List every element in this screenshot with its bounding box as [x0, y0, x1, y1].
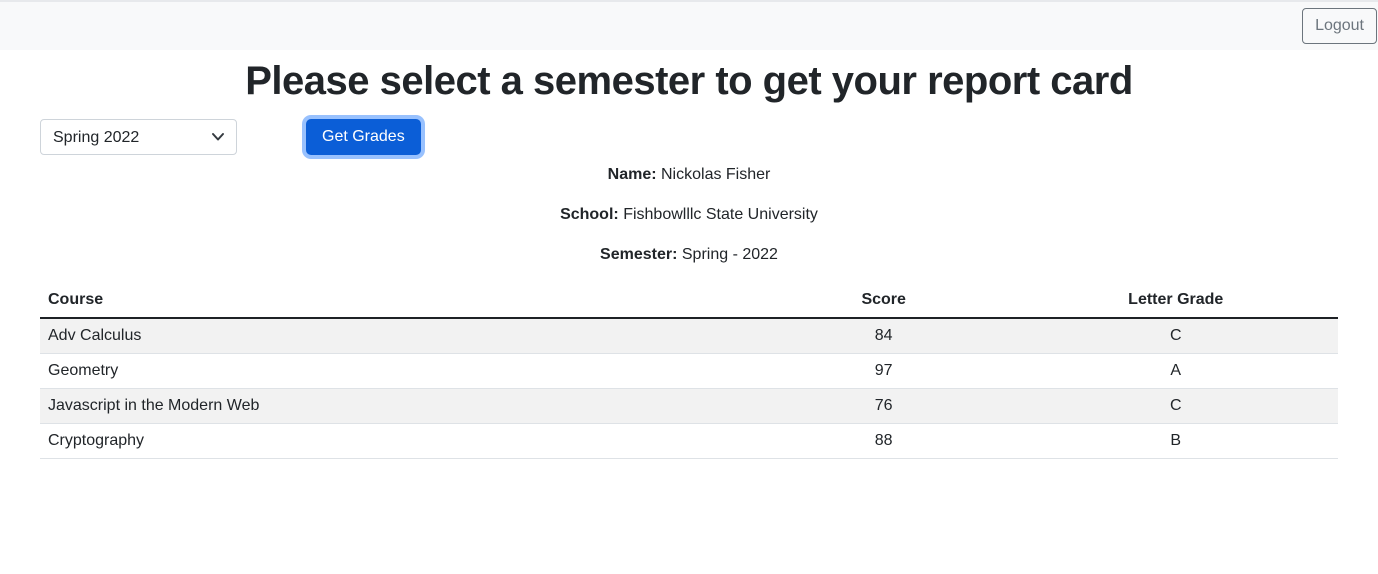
- score-cell: 88: [874, 432, 893, 449]
- course-cell: Cryptography: [48, 432, 145, 449]
- get-grades-button[interactable]: Get Grades: [306, 119, 421, 155]
- table-row: Javascript in the Modern Web 76 C: [40, 388, 1338, 424]
- name-value: Nickolas Fisher: [661, 166, 771, 183]
- letter-grade-cell: B: [1170, 432, 1182, 449]
- letter-grade-column-header: Letter Grade: [1013, 283, 1338, 319]
- header-band: Logout: [0, 2, 1378, 50]
- controls-row: Spring 2022 Get Grades: [40, 114, 1338, 160]
- table-row: Adv Calculus 84 C: [40, 318, 1338, 354]
- grades-table: Course Score Letter Grade Adv Calculus 84…: [40, 283, 1338, 459]
- score-cell: 76: [874, 397, 893, 414]
- name-label: Name:: [607, 166, 657, 183]
- score-column-header: Score: [753, 283, 1014, 319]
- grades-table-body: Adv Calculus 84 C Geometry 97 A Javascript in …: [40, 318, 1338, 459]
- school-value: Fishbowlllc State University: [623, 206, 818, 223]
- student-name-line: Name: Nickolas Fisher: [40, 163, 1338, 187]
- course-cell: Javascript in the Modern Web: [48, 397, 260, 414]
- school-label: School:: [560, 206, 619, 223]
- score-cell: 97: [874, 362, 893, 379]
- letter-grade-cell: A: [1170, 362, 1182, 379]
- grades-table-head: Course Score Letter Grade: [40, 283, 1338, 319]
- semester-label: Semester:: [600, 246, 678, 263]
- student-semester-line: Semester: Spring - 2022: [40, 243, 1338, 267]
- logout-button[interactable]: Logout: [1302, 8, 1377, 44]
- course-cell: Geometry: [48, 362, 119, 379]
- course-column-header: Course: [40, 283, 754, 319]
- letter-grade-cell: C: [1169, 327, 1182, 344]
- student-school-line: School: Fishbowlllc State University: [40, 203, 1338, 227]
- table-row: Geometry 97 A: [40, 354, 1338, 389]
- semester-value: Spring - 2022: [681, 246, 778, 263]
- student-info: Name: Nickolas Fisher School: Fishbowlll…: [40, 163, 1338, 267]
- semester-select[interactable]: Spring 2022: [40, 119, 237, 155]
- course-cell: Adv Calculus: [48, 327, 142, 344]
- letter-grade-cell: C: [1169, 397, 1182, 414]
- semester-select-wrap: Spring 2022: [40, 119, 237, 155]
- grades-table-header-row: Course Score Letter Grade: [40, 283, 1338, 319]
- score-cell: 84: [874, 327, 893, 344]
- page-title: Please select a semester to get your rep…: [245, 59, 1133, 103]
- table-row: Cryptography 88 B: [40, 424, 1338, 459]
